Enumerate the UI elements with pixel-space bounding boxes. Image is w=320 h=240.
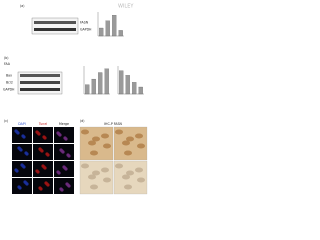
tissue <box>126 170 134 176</box>
bar <box>118 30 123 37</box>
blot-band <box>20 81 60 84</box>
nucleus <box>37 132 41 136</box>
blot-label: Bcl2 <box>6 81 13 85</box>
nucleus <box>67 184 71 188</box>
watermark: WILEY <box>118 4 134 10</box>
column-label: Merge <box>59 122 69 126</box>
treatment-label: FAA <box>4 62 11 66</box>
micrograph <box>12 178 32 194</box>
tissue <box>135 133 143 139</box>
nucleus <box>22 135 26 139</box>
panel-label: (a) <box>20 4 24 8</box>
bar <box>132 82 137 95</box>
tissue <box>90 184 98 190</box>
tissue <box>115 163 123 169</box>
tissue <box>137 143 145 149</box>
micrograph <box>12 161 32 177</box>
nucleus <box>40 149 44 153</box>
column-label: DAPI <box>18 122 26 126</box>
micrograph <box>33 161 53 177</box>
bar <box>119 70 124 95</box>
nucleus <box>18 186 22 190</box>
tissue <box>81 129 89 135</box>
blot-frame <box>31 17 79 35</box>
figure: WILEY (a) FASN GAPDH (b) FAA Bax Bcl2 GA… <box>3 4 148 195</box>
tissue <box>126 136 134 142</box>
micrograph <box>33 127 53 143</box>
tissue <box>137 177 145 183</box>
tissue <box>88 140 96 146</box>
blot-label: FASN <box>80 21 89 25</box>
micrograph <box>54 127 74 143</box>
tissue <box>88 174 96 180</box>
nucleus <box>61 150 65 154</box>
tissue <box>124 150 132 156</box>
bar <box>104 68 109 95</box>
nucleus <box>39 187 43 191</box>
bar <box>99 27 104 37</box>
bar <box>85 84 90 95</box>
tissue <box>92 136 100 142</box>
nucleus <box>15 169 19 173</box>
tissue <box>122 140 130 146</box>
panel-label: (c) <box>4 119 8 123</box>
fluorescence-grid <box>12 127 74 194</box>
tissue <box>101 133 109 139</box>
nucleus <box>67 154 71 158</box>
nucleus <box>64 167 68 171</box>
nucleus <box>64 137 68 141</box>
micrograph <box>12 144 32 160</box>
tissue <box>92 170 100 176</box>
nucleus <box>25 152 29 156</box>
blot-band <box>20 74 60 77</box>
micrograph <box>54 178 74 194</box>
tissue <box>122 174 130 180</box>
nucleus <box>57 171 61 175</box>
micrograph <box>33 178 53 194</box>
nucleus <box>22 165 26 169</box>
nucleus <box>36 170 40 174</box>
bar <box>91 78 96 95</box>
panel-title: IHC-P FASN <box>104 122 122 126</box>
bar <box>98 72 103 95</box>
tissue <box>81 163 89 169</box>
blot-label: GAPDH <box>80 28 92 32</box>
tissue <box>90 150 98 156</box>
nucleus <box>43 166 47 170</box>
blot-band <box>20 88 60 91</box>
ihc-grid <box>79 126 148 195</box>
column-label: Tunel <box>38 122 47 126</box>
bar <box>112 15 117 37</box>
tissue <box>135 167 143 173</box>
blot-band <box>34 21 76 24</box>
nucleus <box>46 153 50 157</box>
nucleus <box>60 188 64 192</box>
nucleus <box>46 183 50 187</box>
tissue <box>124 184 132 190</box>
bar <box>105 20 110 37</box>
blot-label: Bax <box>6 74 12 78</box>
nucleus <box>43 136 47 140</box>
blot-label: GAPDH <box>3 88 15 92</box>
blot-band <box>34 28 76 31</box>
panel-label: (b) <box>4 56 9 60</box>
nucleus <box>25 182 29 186</box>
nucleus <box>16 131 20 135</box>
tissue <box>115 129 123 135</box>
bar <box>125 75 130 95</box>
bar <box>138 86 143 95</box>
panel-label: (d) <box>80 119 85 123</box>
nucleus <box>19 148 23 152</box>
tissue <box>103 143 111 149</box>
tissue <box>101 167 109 173</box>
tissue <box>103 177 111 183</box>
nucleus <box>58 133 62 137</box>
